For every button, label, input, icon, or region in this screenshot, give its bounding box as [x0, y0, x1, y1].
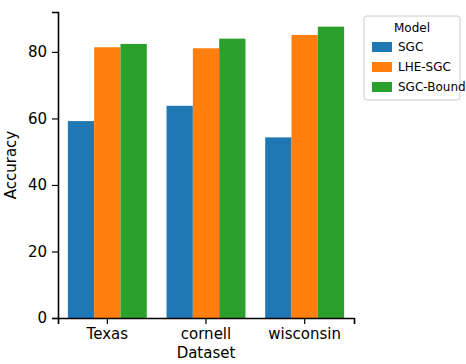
x-axis: Texas cornell wisconsin — [59, 318, 355, 343]
bar — [193, 48, 219, 318]
x-axis-title: Dataset — [177, 344, 236, 362]
y-tick-label: 0 — [37, 309, 47, 327]
legend-item: SGC — [372, 40, 423, 54]
y-axis-title: Accuracy — [2, 131, 20, 200]
x-tick: wisconsin — [268, 318, 341, 343]
bar — [292, 35, 318, 318]
y-tick: 40 — [28, 176, 58, 194]
legend-swatch — [372, 62, 392, 72]
x-tick-label: wisconsin — [268, 325, 341, 343]
bar — [68, 121, 94, 318]
y-tick-label: 60 — [28, 110, 47, 128]
bars — [68, 27, 344, 318]
bar — [265, 137, 291, 318]
legend-swatch — [372, 82, 392, 92]
legend-item: SGC-Bound — [372, 80, 466, 94]
x-tick: Texas — [86, 318, 129, 343]
legend-label: SGC-Bound — [398, 80, 466, 94]
y-tick: 80 — [28, 43, 58, 61]
y-tick-label: 40 — [28, 176, 47, 194]
bar — [167, 106, 193, 318]
y-tick-mark — [52, 185, 58, 186]
bar — [94, 47, 120, 318]
x-tick-mark — [107, 318, 108, 324]
y-axis-line — [52, 13, 59, 319]
legend-label: SGC — [398, 40, 423, 54]
y-axis: 0 20 40 60 80 — [28, 13, 59, 328]
bar — [219, 39, 245, 318]
y-tick-mark — [52, 251, 58, 252]
y-tick: 0 — [37, 309, 58, 327]
legend-label: LHE-SGC — [398, 60, 451, 74]
x-tick-label: Texas — [86, 325, 129, 343]
y-tick-label: 80 — [28, 43, 47, 61]
x-tick-mark — [304, 318, 305, 324]
y-tick-label: 20 — [28, 243, 47, 261]
y-tick: 20 — [28, 243, 58, 261]
y-tick: 60 — [28, 110, 58, 128]
x-tick-label: cornell — [181, 325, 231, 343]
x-tick: cornell — [181, 318, 231, 343]
legend-swatch — [372, 42, 392, 52]
bar — [120, 44, 146, 318]
legend-item: LHE-SGC — [372, 60, 451, 74]
y-tick-mark — [52, 118, 58, 119]
y-tick-mark — [52, 318, 58, 319]
y-tick-mark — [52, 52, 58, 53]
x-tick-mark — [205, 318, 206, 324]
chart: 0 20 40 60 80 Texas cornell wisconsin Dataset Acc… — [0, 0, 466, 364]
bar — [318, 27, 344, 318]
x-axis-line — [59, 319, 355, 325]
legend-title: Model — [394, 21, 430, 35]
legend: Model SGC LHE-SGC SGC-Bound — [364, 16, 466, 100]
plot: 0 20 40 60 80 Texas cornell wisconsin — [28, 13, 355, 343]
